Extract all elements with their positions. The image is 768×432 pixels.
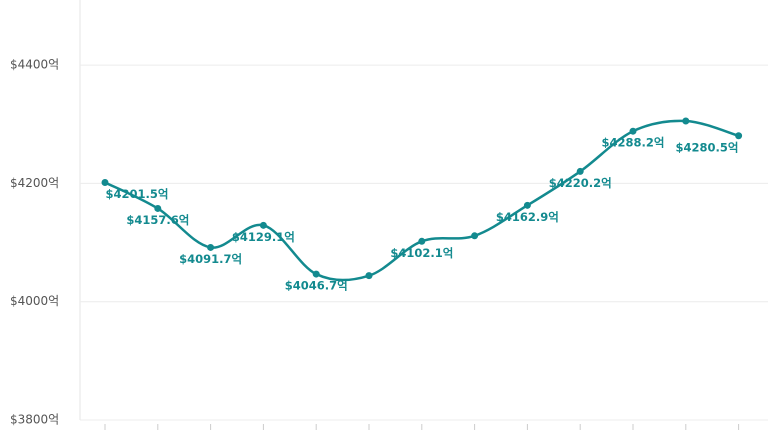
value-label: $4046.7억 xyxy=(285,279,348,293)
value-label: $4201.5억 xyxy=(106,187,169,201)
point xyxy=(154,204,162,212)
point xyxy=(259,221,267,229)
point xyxy=(312,270,320,278)
y-tick-label: $4400억 xyxy=(10,58,59,72)
point xyxy=(629,127,637,135)
y-tick-label: $4200억 xyxy=(10,176,59,190)
value-label: $4129.1억 xyxy=(232,230,295,244)
value-label: $4288.2억 xyxy=(602,136,665,150)
value-label: $4157.6억 xyxy=(126,213,189,227)
point xyxy=(576,167,584,175)
point xyxy=(735,132,743,140)
point xyxy=(101,178,109,186)
value-label: $4280.5억 xyxy=(676,140,739,154)
y-tick-label: $4000억 xyxy=(10,294,59,308)
point xyxy=(471,232,479,240)
value-label: $4091.7억 xyxy=(179,252,242,266)
y-tick-label: $3800억 xyxy=(10,413,59,427)
point xyxy=(418,237,426,245)
point xyxy=(682,117,690,125)
point xyxy=(207,243,215,251)
value-label: $4102.1억 xyxy=(390,246,453,260)
value-label: $4220.2억 xyxy=(549,176,612,190)
point xyxy=(365,272,373,280)
value-label: $4162.9억 xyxy=(496,210,559,224)
point xyxy=(523,201,531,209)
